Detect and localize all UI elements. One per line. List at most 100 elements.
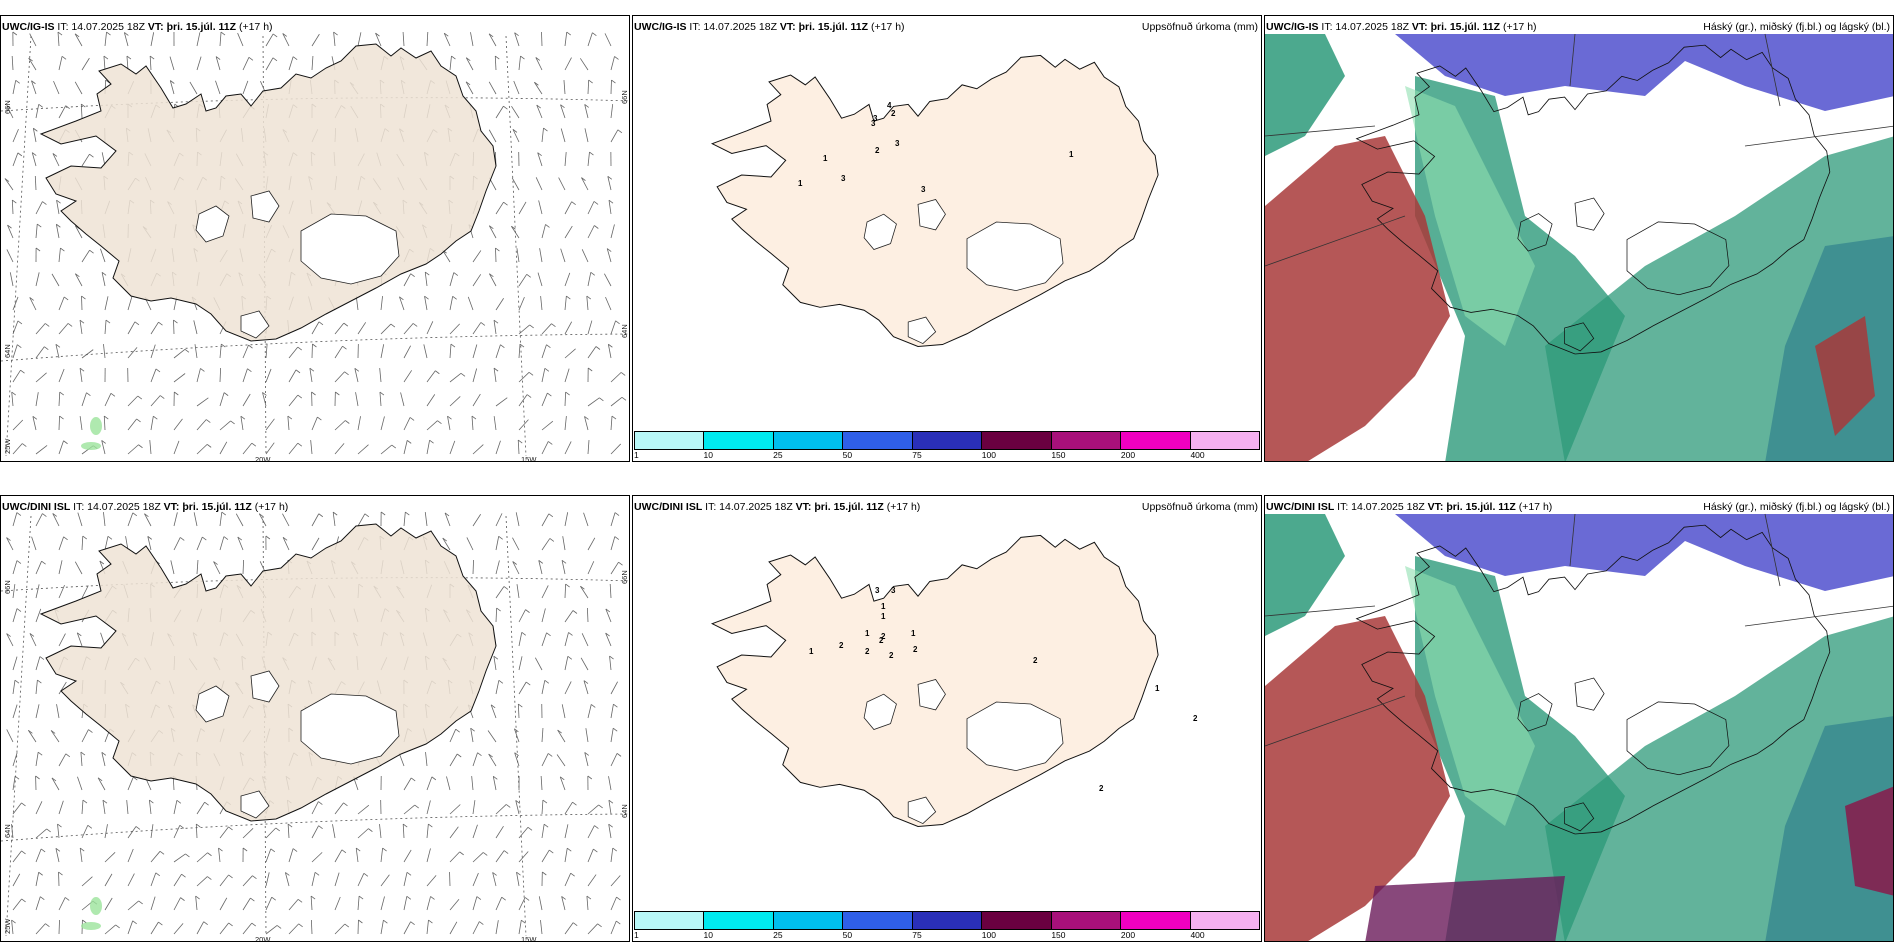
wind-barb (237, 536, 244, 551)
wind-barb-flag (548, 513, 554, 518)
wind-barb-flag (230, 420, 235, 425)
model-name: UWC/DINI ISL (634, 501, 703, 513)
wind-barb-flag (310, 895, 316, 900)
wind-barb-flag (82, 799, 88, 804)
wind-barb-flag (57, 31, 63, 36)
valid-time-label: VT: (795, 501, 812, 513)
wind-barb-flag (42, 201, 47, 205)
wind-barb-flag (29, 297, 34, 301)
wind-barb-flag (599, 397, 604, 402)
wind-barb (265, 418, 275, 431)
wind-barb (380, 848, 384, 863)
wind-barb-flag (89, 153, 94, 158)
legend-colorbar (634, 431, 1260, 450)
wind-barb (587, 561, 595, 575)
wind-barb (334, 923, 346, 935)
wind-barb-flag (22, 443, 27, 447)
wind-barb-flag (314, 872, 320, 876)
wind-barb (564, 873, 572, 887)
wind-barb-flag (59, 415, 64, 420)
wind-barb (426, 896, 431, 911)
wind-barb-flag (176, 799, 182, 804)
legend-tick-label: 50 (842, 930, 853, 940)
wind-barb-flag (584, 752, 589, 756)
wind-barb (127, 321, 136, 335)
wind-barb (189, 81, 198, 95)
wind-barb (35, 923, 46, 935)
wind-barb (518, 851, 529, 863)
wind-barb (610, 443, 622, 455)
wind-barb (583, 512, 589, 527)
wind-barb (173, 873, 182, 887)
wind-barb-flag (213, 561, 218, 565)
wind-barb (12, 752, 18, 767)
wind-barb-flag (184, 348, 190, 353)
wind-map-panel-bottom: UWC/DINI ISL IT: 14.07.2025 18Z VT: þri.… (0, 495, 630, 942)
wind-barb-flag (82, 919, 87, 924)
wind-barb-flag (250, 897, 255, 902)
wind-barb-flag (354, 368, 360, 372)
wind-barb (587, 346, 597, 359)
valid-time: þri. 15.júl. 11Z (166, 21, 237, 33)
legend-swatch (982, 912, 1052, 929)
wind-barb (213, 561, 221, 575)
wind-barb (495, 397, 508, 407)
wind-barb-flag (489, 273, 494, 277)
wind-barb (449, 296, 454, 311)
glacier-outline (1574, 197, 1605, 231)
wind-barb (610, 416, 613, 431)
high-cloud-area (1395, 34, 1893, 111)
wind-barb-flag (153, 415, 158, 420)
wind-barb-flag (406, 895, 412, 900)
wind-barb (11, 392, 14, 407)
wind-barb-flag (207, 876, 212, 880)
wind-barb-flag (358, 895, 364, 900)
wind-barb (610, 561, 619, 575)
wind-barb-flag (543, 823, 549, 828)
wind-barb (495, 560, 500, 575)
wind-barb-flag (58, 871, 63, 876)
legend-tick-label: 1 (634, 450, 639, 460)
wind-barb (472, 559, 474, 575)
wind-barb (52, 153, 60, 167)
wind-barb (403, 440, 408, 455)
wind-barb (541, 538, 551, 551)
wind-barb-flag (614, 536, 620, 540)
wind-barb (12, 344, 18, 359)
wind-barb (380, 296, 383, 311)
mid-cloud-edge (1405, 86, 1535, 346)
wind-barb (536, 104, 543, 119)
wind-barb-flag (155, 872, 161, 877)
wind-barb (150, 921, 159, 935)
wind-barb-flag (616, 896, 621, 901)
wind-barb-flag (44, 346, 49, 351)
wind-barb (58, 440, 64, 455)
wind-barb (218, 848, 221, 863)
wind-barb (196, 56, 202, 71)
wind-barb (55, 224, 60, 239)
wind-barb (12, 776, 16, 791)
cloud-map (1265, 513, 1893, 941)
wind-barb-flag (572, 610, 578, 614)
wind-barb (12, 873, 21, 887)
wind-barb (541, 585, 549, 599)
wind-barb-flag (158, 321, 163, 326)
wind-barb (332, 512, 336, 527)
wind-barb (282, 33, 290, 47)
wind-barb-flag (543, 127, 548, 132)
valid-time-label: VT: (147, 21, 164, 33)
wind-barb (58, 633, 66, 647)
wind-barb (495, 344, 501, 359)
wind-barb (426, 370, 436, 383)
coordinate-label: 66N (620, 570, 629, 584)
wind-barb (541, 513, 550, 527)
wind-barb (556, 754, 566, 767)
wind-barb (77, 776, 83, 791)
wind-barb (4, 178, 14, 191)
wind-barb-flag (589, 151, 594, 156)
wind-barb (11, 56, 14, 71)
wind-barb-flag (345, 420, 350, 424)
wind-barb-flag (318, 825, 323, 829)
wind-barb (29, 297, 37, 311)
wind-barb-flag (46, 828, 51, 833)
